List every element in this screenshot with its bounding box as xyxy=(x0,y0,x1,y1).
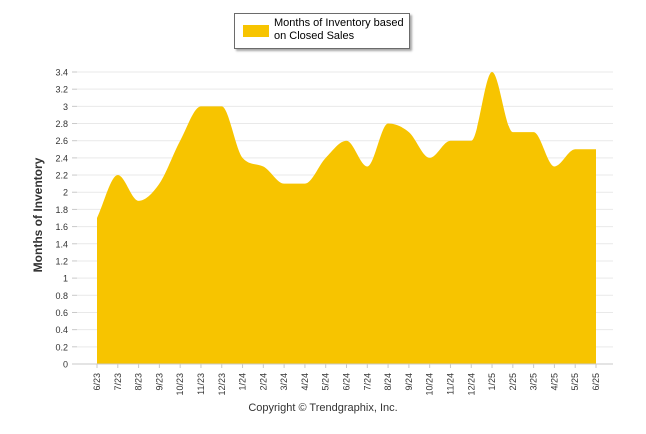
y-tick-label: 3.4 xyxy=(55,68,68,78)
legend: Months of Inventory based on Closed Sale… xyxy=(234,13,410,49)
y-tick-label: 2 xyxy=(63,188,68,198)
data-series xyxy=(97,72,596,364)
y-tick-label: 3.2 xyxy=(55,85,68,95)
area-series xyxy=(97,72,596,364)
x-tick-label: 10/23 xyxy=(175,373,185,396)
x-tick-label: 2/24 xyxy=(258,373,268,391)
x-tick-label: 1/24 xyxy=(238,373,248,391)
y-tick-label: 0.2 xyxy=(55,342,68,352)
x-tick-label: 5/24 xyxy=(321,373,331,391)
y-axis-title: Months of Inventory xyxy=(31,157,45,272)
x-tick-label: 7/24 xyxy=(362,373,372,391)
y-tick-label: 2.8 xyxy=(55,119,68,129)
y-tick-label: 1.2 xyxy=(55,256,68,266)
x-tick-label: 9/24 xyxy=(404,373,414,391)
x-tick-label: 3/25 xyxy=(529,373,539,391)
legend-swatch xyxy=(243,25,269,37)
x-tick-label: 2/25 xyxy=(508,373,518,391)
x-tick-label: 12/24 xyxy=(466,373,476,396)
x-tick-label: 6/23 xyxy=(92,373,102,391)
y-tick-label: 0.6 xyxy=(55,308,68,318)
y-tick-label: 0 xyxy=(63,360,68,370)
y-tick-label: 1 xyxy=(63,274,68,284)
x-tick-label: 7/23 xyxy=(113,373,123,391)
x-axis-ticks: 6/23 7/23 8/23 9/23 10/23 11/23 12/23 1/24 2/24 3… xyxy=(92,364,601,396)
y-tick-label: 3 xyxy=(63,102,68,112)
y-tick-label: 0.8 xyxy=(55,291,68,301)
x-tick-label: 6/25 xyxy=(591,373,601,391)
y-tick-label: 2.6 xyxy=(55,136,68,146)
x-tick-label: 3/24 xyxy=(279,373,289,391)
x-tick-label: 10/24 xyxy=(425,373,435,396)
y-tick-label: 1.8 xyxy=(55,205,68,215)
y-axis-ticks: 0 0.2 0.4 0.6 0.8 1 1.2 1.4 1.6 1.8 2 2.2 2.4 2.6 2.8 3… xyxy=(55,68,77,370)
y-tick-label: 2.4 xyxy=(55,153,68,163)
x-tick-label: 5/25 xyxy=(570,373,580,391)
legend-label: Months of Inventory based on Closed Sale… xyxy=(274,17,404,42)
x-tick-label: 9/23 xyxy=(154,373,164,391)
y-tick-label: 1.6 xyxy=(55,222,68,232)
x-tick-label: 4/25 xyxy=(549,373,559,391)
x-tick-label: 4/24 xyxy=(300,373,310,391)
x-tick-label: 8/24 xyxy=(383,373,393,391)
y-tick-label: 1.4 xyxy=(55,239,68,249)
y-tick-label: 2.2 xyxy=(55,171,68,181)
x-tick-label: 1/25 xyxy=(487,373,497,391)
x-tick-label: 11/23 xyxy=(196,373,206,395)
copyright-text: Copyright © Trendgraphix, Inc. xyxy=(248,402,398,414)
x-tick-label: 11/24 xyxy=(445,373,455,395)
y-tick-label: 0.4 xyxy=(55,325,68,335)
x-tick-label: 8/23 xyxy=(134,373,144,391)
x-tick-label: 12/23 xyxy=(217,373,227,396)
x-tick-label: 6/24 xyxy=(342,373,352,391)
